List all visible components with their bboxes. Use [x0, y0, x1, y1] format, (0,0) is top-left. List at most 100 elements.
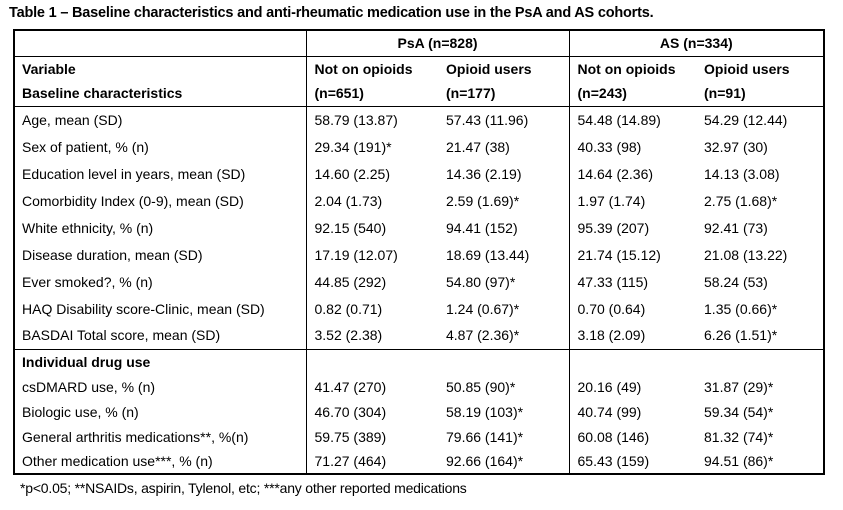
row-label: Comorbidity Index (0-9), mean (SD): [14, 187, 307, 214]
cell-as-no-opioid: 60.08 (146): [577, 428, 650, 445]
row-label: White ethnicity, % (n): [14, 214, 307, 241]
row-label: BASDAI Total score, mean (SD): [14, 322, 307, 350]
cell-as-no-opioid: 40.74 (99): [577, 403, 642, 420]
table-row-ever-smoked: Ever smoked?, % (n) 44.85 (292) 54.80 (9…: [14, 268, 824, 295]
cell-as-no-opioid: 20.16 (49): [577, 378, 642, 395]
cell-psa-opioid: 1.24 (0.67)*: [438, 295, 570, 322]
cell-psa-opioid: 21.47 (38): [438, 133, 570, 160]
cell-psa-no-opioid: 46.70 (304): [314, 403, 387, 420]
cell-psa-no-opioid: 14.60 (2.25): [314, 165, 391, 182]
cell-psa-no-opioid: 58.79 (13.87): [314, 111, 398, 128]
col-header-n: (n=651): [314, 85, 364, 101]
cell-as-no-opioid: 47.33 (115): [577, 273, 649, 290]
cell-psa-opioid: 50.85 (90)*: [438, 374, 570, 399]
table-row-biologic: Biologic use, % (n) 46.70 (304) 58.19 (1…: [14, 399, 824, 424]
cell-psa-no-opioid: 71.27 (464): [314, 453, 387, 469]
col-header-as-opioid-users: Opioid users (n=91): [696, 56, 825, 107]
table-row-sex: Sex of patient, % (n) 29.34 (191)* 21.47…: [14, 133, 824, 160]
empty-cell: [569, 349, 696, 374]
baseline-characteristics-table: PsA (n=828) AS (n=334) Variable Baseline…: [13, 29, 826, 475]
variable-header-line1: Variable: [22, 61, 76, 77]
empty-cell: [438, 349, 570, 374]
cell-as-opioid: 58.24 (53): [704, 273, 768, 290]
cell-psa-opioid: 18.69 (13.44): [438, 241, 570, 268]
cell-psa-opioid: 79.66 (141)*: [438, 424, 570, 449]
col-header-label: Not on opioids: [577, 61, 676, 77]
cell-psa-no-opioid: 3.52 (2.38): [306, 322, 438, 350]
cell-as-opioid: 94.51 (86)*: [704, 453, 774, 469]
cell-psa-opioid: 94.41 (152): [438, 214, 570, 241]
cell-as-opioid: 81.32 (74)*: [704, 428, 774, 445]
table-row-general-arthritis-meds: General arthritis medications**, %(n) 59…: [14, 424, 824, 449]
table-row-disease-duration: Disease duration, mean (SD) 17.19 (12.07…: [14, 241, 824, 268]
row-label: HAQ Disability score-Clinic, mean (SD): [14, 295, 307, 322]
cell-as-opioid: 2.75 (1.68)*: [704, 192, 778, 209]
col-header-psa-not-on-opioids: Not on opioids (n=651): [306, 56, 438, 107]
cell-as-no-opioid: 95.39 (207): [577, 219, 650, 236]
table-row-comorbidity: Comorbidity Index (0-9), mean (SD) 2.04 …: [14, 187, 824, 214]
row-label: Sex of patient, % (n): [14, 133, 307, 160]
cell-as-no-opioid: 14.64 (2.36): [577, 165, 654, 182]
cell-psa-no-opioid: 29.34 (191)*: [314, 138, 392, 155]
cell-psa-opioid: 57.43 (11.96): [438, 106, 570, 133]
col-header-n: (n=91): [704, 85, 746, 101]
table-row-white-ethnicity: White ethnicity, % (n) 92.15 (540) 94.41…: [14, 214, 824, 241]
cell-psa-no-opioid: 59.75 (389): [314, 428, 387, 445]
cell-as-opioid: 1.35 (0.66)*: [704, 300, 778, 317]
cell-as-opioid: 31.87 (29)*: [704, 378, 774, 395]
empty-cell: [306, 349, 438, 374]
cell-psa-opioid: 58.19 (103)*: [438, 399, 570, 424]
row-label: Disease duration, mean (SD): [14, 241, 307, 268]
group-header-as: AS (n=334): [569, 30, 825, 57]
table-footnote: *p<0.05; **NSAIDs, aspirin, Tylenol, etc…: [20, 480, 467, 496]
cell-as-opioid: 54.29 (12.44): [704, 111, 788, 128]
cell-psa-no-opioid: 0.82 (0.71): [314, 300, 383, 317]
table-title: Table 1 – Baseline characteristics and a…: [9, 5, 654, 21]
table-row-csdmard: csDMARD use, % (n) 41.47 (270) 50.85 (90…: [14, 374, 824, 399]
table-row-age: Age, mean (SD) 58.79 (13.87) 57.43 (11.9…: [14, 106, 824, 133]
row-label: Age, mean (SD): [14, 106, 307, 133]
col-header-psa-opioid-users: Opioid users (n=177): [438, 56, 570, 107]
cell-as-opioid: 32.97 (30): [704, 138, 768, 155]
col-header-n: (n=177): [446, 85, 496, 101]
cell-psa-no-opioid: 92.15 (540): [314, 219, 387, 236]
cell-as-opioid: 59.34 (54)*: [704, 403, 774, 420]
col-header-n: (n=243): [577, 85, 627, 101]
cell-as-no-opioid: 21.74 (15.12): [577, 246, 661, 263]
empty-cell: [696, 349, 824, 374]
col-header-as-not-on-opioids: Not on opioids (n=243): [569, 56, 697, 107]
table-row-basdai: BASDAI Total score, mean (SD) 3.52 (2.38…: [14, 322, 825, 350]
cell-psa-opioid: 92.66 (164)*: [438, 449, 570, 474]
section-header-row: Individual drug use: [14, 349, 824, 374]
row-label: Biologic use, % (n): [14, 399, 307, 424]
table-row-other-medication: Other medication use***, % (n) 71.27 (46…: [14, 449, 824, 474]
table-row-haq: HAQ Disability score-Clinic, mean (SD) 0…: [14, 295, 824, 322]
cell-psa-opioid: 14.36 (2.19): [438, 160, 570, 187]
cell-as-opioid: 14.13 (3.08): [704, 165, 780, 182]
row-label: Ever smoked?, % (n): [14, 268, 307, 295]
group-header-row: PsA (n=828) AS (n=334): [14, 30, 825, 57]
cell-psa-no-opioid: 17.19 (12.07): [314, 246, 398, 263]
row-label: csDMARD use, % (n): [14, 374, 307, 399]
cell-as-opioid: 6.26 (1.51)*: [696, 322, 825, 350]
cell-psa-opioid: 2.59 (1.69)*: [438, 187, 570, 214]
cell-as-no-opioid: 1.97 (1.74): [577, 192, 646, 209]
cell-as-opioid: 92.41 (73): [704, 219, 768, 236]
cell-as-no-opioid: 54.48 (14.89): [577, 111, 661, 128]
col-header-label: Not on opioids: [314, 61, 413, 77]
cell-as-no-opioid: 65.43 (159): [577, 453, 650, 469]
corner-cell: [14, 30, 307, 57]
cell-as-no-opioid: 40.33 (98): [577, 138, 642, 155]
variable-header-cell: Variable Baseline characteristics: [14, 56, 307, 107]
cell-psa-no-opioid: 41.47 (270): [314, 378, 387, 395]
table-row-education: Education level in years, mean (SD) 14.6…: [14, 160, 824, 187]
section-header-individual-drug-use: Individual drug use: [14, 349, 307, 374]
cell-psa-no-opioid: 2.04 (1.73): [314, 192, 383, 209]
col-header-label: Opioid users: [446, 61, 532, 77]
cell-psa-opioid: 4.87 (2.36)*: [438, 322, 570, 350]
cell-psa-opioid: 54.80 (97)*: [438, 268, 570, 295]
row-label: Other medication use***, % (n): [14, 449, 307, 474]
cell-as-no-opioid: 0.70 (0.64): [577, 300, 646, 317]
row-label: Education level in years, mean (SD): [14, 160, 307, 187]
